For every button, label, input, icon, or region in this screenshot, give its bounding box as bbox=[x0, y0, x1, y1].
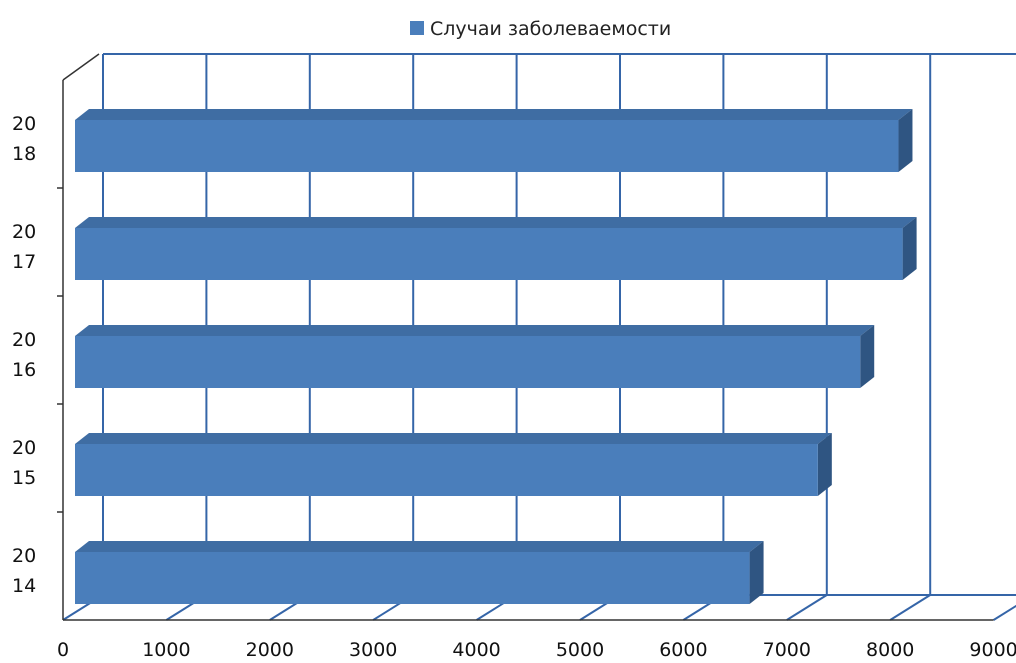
x-tick-label: 3000 bbox=[349, 639, 397, 661]
x-tick-label: 9000 bbox=[969, 639, 1016, 661]
bar bbox=[75, 433, 832, 496]
x-tick-label: 1000 bbox=[142, 639, 190, 661]
bar-front bbox=[75, 228, 903, 280]
bar-top bbox=[75, 217, 917, 228]
bar bbox=[75, 109, 913, 172]
bar-top bbox=[75, 325, 875, 336]
bar bbox=[75, 541, 764, 604]
axes bbox=[57, 53, 994, 621]
floor-gridline bbox=[993, 604, 1016, 621]
bar-side bbox=[902, 217, 917, 280]
bar-front bbox=[75, 120, 899, 172]
x-tick-label: 7000 bbox=[763, 639, 811, 661]
legend-label: Случаи заболеваемости bbox=[430, 18, 671, 40]
bar-front bbox=[75, 444, 818, 496]
category-label: 15 bbox=[12, 467, 36, 489]
category-label: 14 bbox=[12, 575, 36, 597]
bars bbox=[75, 109, 917, 604]
category-label: 17 bbox=[12, 251, 36, 273]
bar bbox=[75, 325, 875, 388]
category-label: 16 bbox=[12, 359, 36, 381]
y-axis-categories: 20 18 20 17 20 16 20 15 20 14 bbox=[12, 113, 36, 597]
bar bbox=[75, 217, 917, 280]
category-label: 20 bbox=[12, 221, 36, 243]
x-axis-ticks: 0 1000 2000 3000 4000 5000 6000 7000 8000 9000 bbox=[57, 639, 1016, 661]
x-tick-label: 5000 bbox=[556, 639, 604, 661]
bar-side bbox=[817, 433, 832, 496]
category-label: 18 bbox=[12, 143, 36, 165]
bar-front bbox=[75, 552, 750, 604]
bar-top bbox=[75, 109, 913, 120]
legend-swatch bbox=[410, 21, 424, 35]
x-tick-label: 6000 bbox=[659, 639, 707, 661]
bar-top bbox=[75, 541, 764, 552]
category-label: 20 bbox=[12, 545, 36, 567]
x-tick-label: 8000 bbox=[866, 639, 914, 661]
y-axis-depth-line bbox=[62, 53, 100, 81]
x-tick-label: 2000 bbox=[246, 639, 294, 661]
x-tick-label: 4000 bbox=[452, 639, 500, 661]
bar-side bbox=[860, 325, 875, 388]
category-label: 20 bbox=[12, 113, 36, 135]
bar-side bbox=[898, 109, 913, 172]
x-tick-label: 0 bbox=[57, 639, 69, 661]
bar-front bbox=[75, 336, 861, 388]
legend: Случаи заболеваемости bbox=[410, 18, 671, 40]
bar-side bbox=[749, 541, 764, 604]
category-label: 20 bbox=[12, 437, 36, 459]
floor-gridline bbox=[786, 594, 828, 621]
bar-top bbox=[75, 433, 832, 444]
floor-gridline bbox=[889, 594, 931, 621]
category-label: 20 bbox=[12, 329, 36, 351]
